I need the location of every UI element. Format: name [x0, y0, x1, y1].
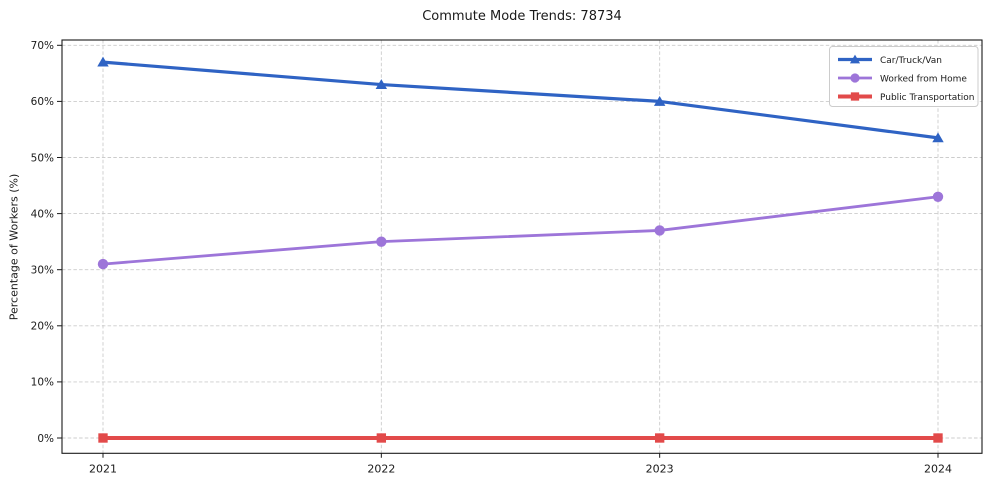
y-tick-label: 50%: [31, 152, 54, 164]
series-marker: [654, 433, 665, 443]
y-tick-label: 20%: [31, 321, 54, 333]
y-tick-label: 40%: [31, 208, 54, 220]
series-marker: [97, 56, 109, 67]
series-marker: [933, 433, 943, 443]
series-marker: [654, 225, 665, 236]
legend-sample-marker: [850, 92, 860, 101]
series-marker: [932, 132, 944, 143]
x-tick-label: 2024: [924, 462, 952, 475]
series-marker: [653, 95, 666, 106]
y-tick-label: 10%: [31, 377, 54, 389]
series-marker: [376, 236, 387, 247]
legend-entry-label: Car/Truck/Van: [880, 56, 942, 66]
y-tick-label: 0%: [37, 433, 54, 445]
chart-title: Commute Mode Trends: 78734: [422, 9, 622, 24]
x-tick-label: 2023: [646, 462, 674, 475]
x-tick-label: 2022: [367, 462, 395, 475]
axes-frame: [61, 39, 983, 454]
series-marker: [932, 191, 944, 202]
series-marker: [98, 433, 108, 443]
series-line: [101, 195, 940, 266]
series-marker: [376, 433, 387, 443]
legend-box: [829, 46, 979, 107]
series-marker: [97, 258, 109, 270]
legend-sample-marker: [849, 54, 861, 64]
legend-sample-marker: [850, 73, 860, 83]
legend-entry-label: Public Transportation: [880, 93, 974, 103]
y-tick-label: 30%: [31, 265, 54, 277]
series-marker: [375, 79, 388, 89]
series-line: [101, 60, 940, 140]
legend-entry-label: Worked from Home: [880, 74, 967, 84]
y-tick-label: 60%: [31, 96, 54, 108]
x-tick-label: 2021: [89, 462, 117, 475]
y-tick-label: 70%: [31, 40, 54, 52]
